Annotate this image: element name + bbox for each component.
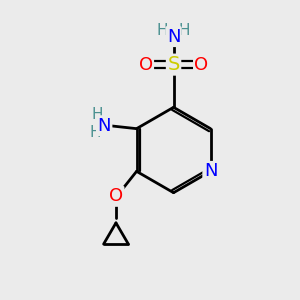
- Text: O: O: [109, 188, 123, 206]
- Text: S: S: [167, 55, 180, 74]
- Text: O: O: [194, 56, 208, 74]
- Text: O: O: [139, 56, 153, 74]
- Text: N: N: [204, 162, 217, 180]
- Text: H: H: [90, 125, 101, 140]
- Text: N: N: [98, 117, 111, 135]
- Text: H: H: [179, 23, 190, 38]
- Text: H: H: [157, 23, 168, 38]
- Text: H: H: [91, 107, 103, 122]
- Text: N: N: [167, 28, 180, 46]
